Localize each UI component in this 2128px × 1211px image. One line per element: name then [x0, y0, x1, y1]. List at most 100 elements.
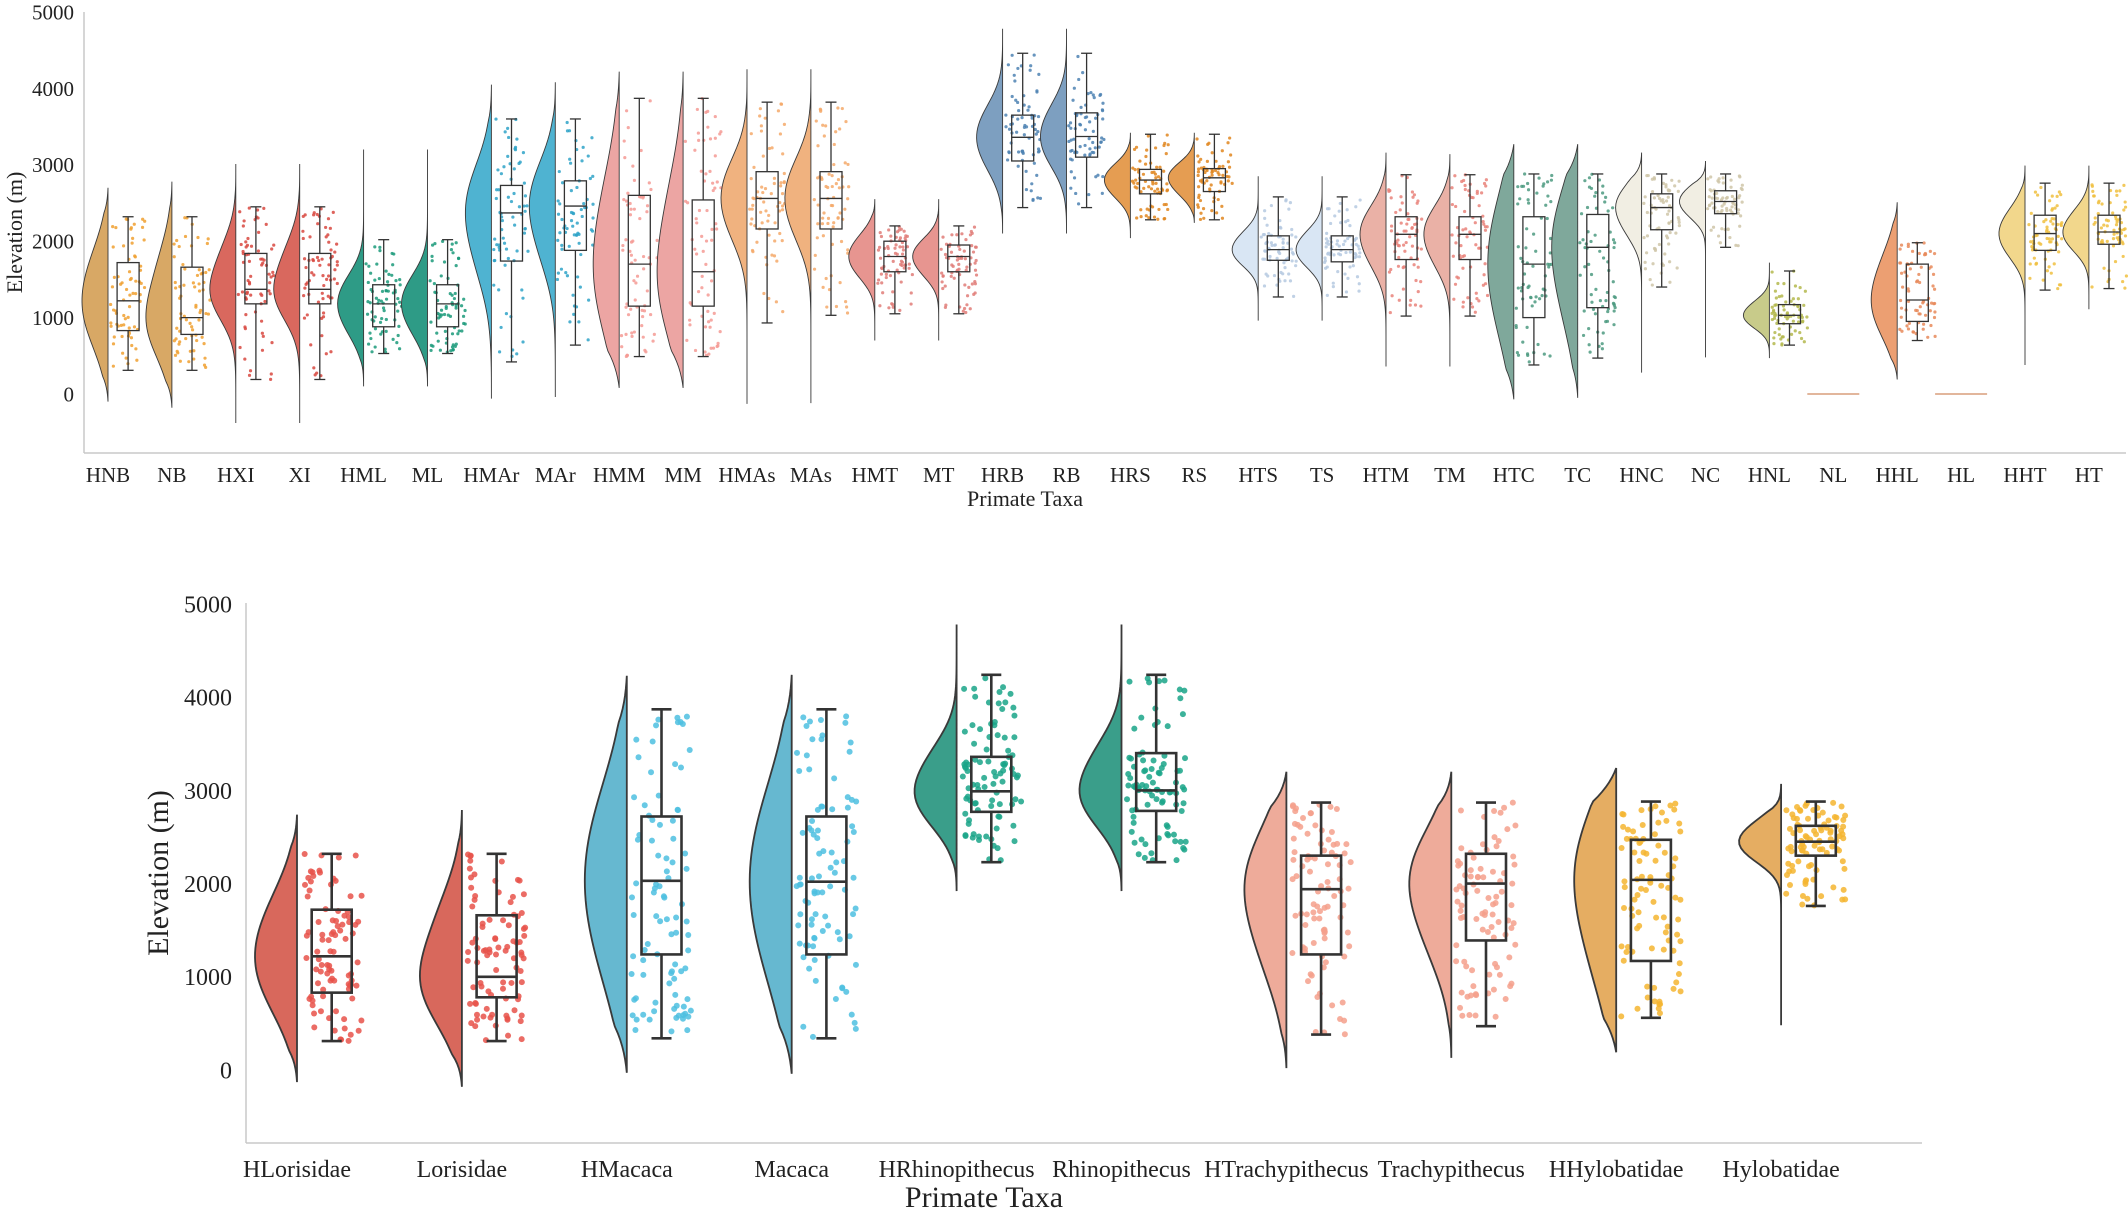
data-point: [763, 116, 767, 120]
data-point: [172, 255, 176, 259]
data-point: [129, 336, 134, 340]
data-point: [1797, 844, 1804, 851]
data-point: [1673, 979, 1680, 986]
data-point: [1467, 873, 1474, 880]
data-point: [557, 169, 561, 174]
data-points: [1387, 174, 1424, 315]
data-point: [1667, 242, 1671, 246]
data-point: [1639, 821, 1646, 828]
data-point: [838, 127, 842, 131]
data-point: [318, 961, 325, 968]
data-point: [1474, 291, 1478, 295]
data-point: [241, 249, 245, 254]
data-point: [714, 222, 718, 226]
data-point: [1405, 222, 1409, 226]
data-point: [1662, 929, 1669, 936]
data-point: [207, 268, 211, 272]
data-point: [672, 991, 679, 998]
data-point: [632, 330, 636, 334]
violin-half: [1998, 165, 2026, 365]
data-point: [796, 881, 803, 888]
data-point: [891, 259, 895, 263]
data-point: [1282, 261, 1286, 265]
data-point: [887, 228, 891, 232]
data-point: [1532, 232, 1536, 236]
data-point: [844, 305, 849, 309]
data-point: [1926, 335, 1930, 339]
data-point: [1226, 160, 1230, 164]
data-point: [112, 335, 116, 339]
box: [1299, 854, 1343, 956]
data-point: [1197, 160, 1201, 164]
data-points: [1706, 174, 1744, 248]
data-point: [895, 268, 899, 272]
data-point: [301, 851, 308, 858]
data-point: [1006, 63, 1010, 67]
data-point: [1526, 181, 1530, 186]
data-point: [1674, 931, 1681, 938]
data-point: [1840, 886, 1847, 893]
data-point: [961, 685, 968, 692]
category-HLorisidae: HLorisidae: [243, 814, 365, 1183]
data-point: [631, 164, 635, 168]
data-point: [571, 224, 575, 228]
data-point: [971, 250, 976, 254]
data-point: [983, 833, 990, 840]
data-point: [1673, 184, 1677, 188]
data-point: [1144, 801, 1151, 808]
data-point: [809, 817, 816, 824]
data-point: [560, 181, 565, 185]
data-point: [994, 732, 1001, 739]
data-point: [1585, 205, 1590, 210]
y-tick-label: 5000: [32, 0, 74, 24]
data-point: [1667, 802, 1674, 809]
data-point: [517, 1018, 524, 1025]
category-MT: MT: [912, 199, 979, 487]
data-point: [685, 338, 689, 342]
data-point: [830, 184, 834, 189]
box: [475, 913, 518, 999]
data-point: [574, 233, 579, 237]
data-point: [651, 885, 658, 892]
data-point: [1341, 850, 1348, 857]
data-point: [1389, 229, 1394, 233]
data-point: [200, 335, 204, 339]
data-point: [2122, 208, 2126, 212]
data-point: [1466, 296, 1470, 300]
data-point: [1663, 817, 1670, 824]
data-point: [2041, 278, 2045, 282]
data-point: [1091, 129, 1095, 133]
data-point: [1803, 289, 1807, 293]
data-point: [1165, 188, 1170, 192]
data-point: [1015, 130, 1019, 134]
data-point: [1527, 284, 1531, 288]
data-point: [811, 934, 818, 941]
data-point: [255, 208, 260, 212]
data-point: [640, 971, 647, 978]
violin-half: [1423, 154, 1451, 367]
data-point: [439, 274, 443, 278]
data-point: [1072, 137, 1076, 141]
x-tick-label: TS: [1310, 463, 1335, 487]
data-point: [697, 208, 702, 213]
violin-half: [1487, 144, 1515, 400]
data-point: [1827, 829, 1834, 836]
data-point: [1101, 117, 1105, 121]
data-point: [1037, 72, 1041, 76]
data-point: [1473, 221, 1477, 225]
data-point: [825, 922, 832, 929]
data-point: [1899, 306, 1904, 310]
data-point: [1007, 690, 1014, 697]
data-point: [1477, 865, 1484, 872]
data-point: [878, 230, 882, 235]
data-point: [907, 266, 911, 270]
data-point: [521, 340, 525, 344]
data-point: [1157, 190, 1162, 194]
data-point: [812, 198, 816, 202]
data-point: [1348, 265, 1352, 269]
data-point: [1131, 166, 1135, 170]
data-point: [247, 373, 252, 377]
category-HMM: HMM: [592, 71, 659, 487]
data-point: [891, 305, 895, 309]
